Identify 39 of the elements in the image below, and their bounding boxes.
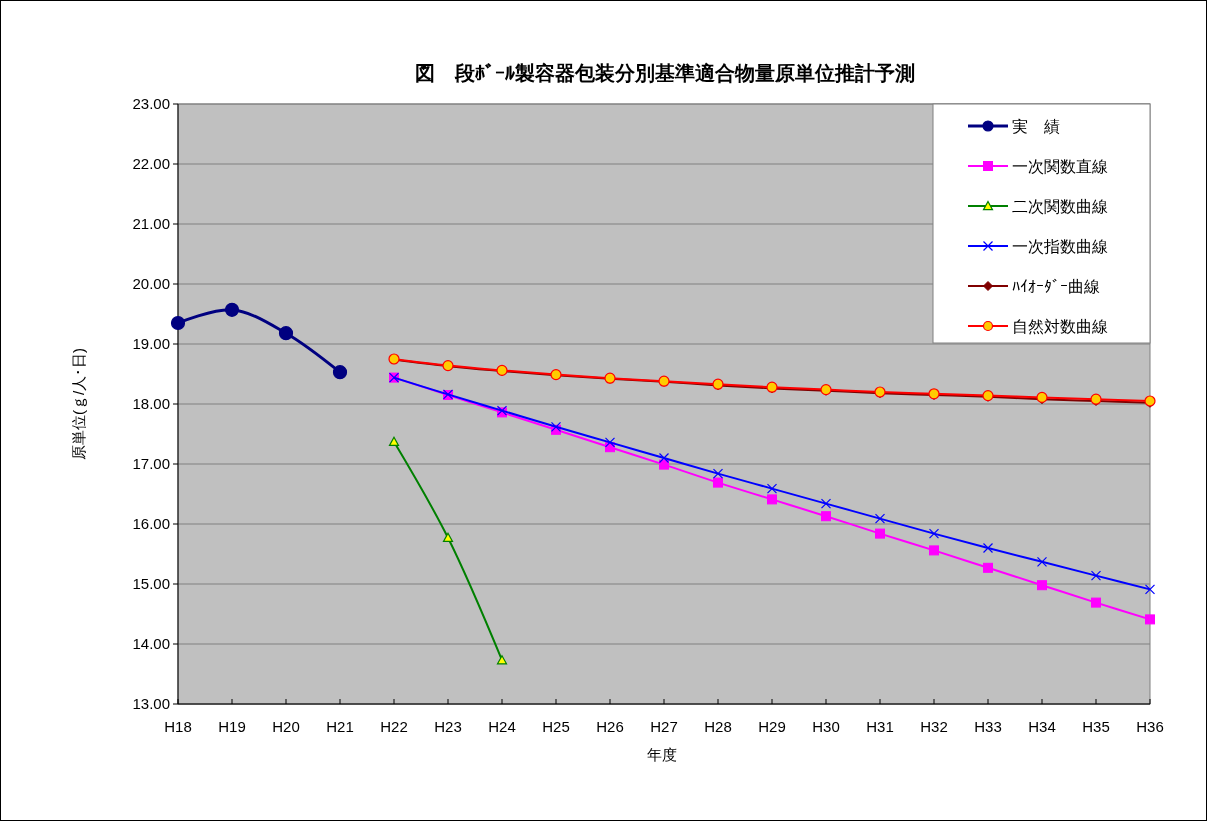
legend-label: 自然対数曲線 — [1012, 317, 1108, 335]
y-tick-label: 15.00 — [132, 575, 170, 593]
y-tick-label: 21.00 — [132, 215, 170, 233]
x-tick-label: H35 — [1082, 718, 1110, 735]
x-tick-label: H29 — [758, 718, 786, 735]
y-tick-label: 20.00 — [132, 275, 170, 293]
legend-label: 二次関数曲線 — [1012, 197, 1108, 215]
y-tick-label: 16.00 — [132, 515, 170, 533]
x-tick-label: H22 — [380, 718, 408, 735]
y-tick-label: 14.00 — [132, 635, 170, 653]
x-tick-label: H30 — [812, 718, 840, 735]
y-tick-label: 13.00 — [132, 695, 170, 713]
x-axis-title: 年度 — [647, 746, 677, 763]
x-tick-label: H19 — [218, 718, 246, 735]
y-axis-title: 原単位(ｇ/人･日) — [70, 347, 87, 461]
legend-label: 一次指数曲線 — [1012, 237, 1108, 255]
x-tick-label: H18 — [164, 718, 192, 735]
x-tick-label: H23 — [434, 718, 462, 735]
y-tick-label: 17.00 — [132, 455, 170, 473]
x-tick-label: H24 — [488, 718, 516, 735]
x-tick-label: H34 — [1028, 718, 1056, 735]
x-tick-label: H36 — [1136, 718, 1164, 735]
legend-label: ﾊｲｵｰﾀﾞｰ曲線 — [1012, 277, 1100, 295]
y-tick-label: 22.00 — [132, 155, 170, 173]
x-tick-label: H33 — [974, 718, 1002, 735]
y-tick-label: 23.00 — [132, 95, 170, 113]
x-tick-label: H28 — [704, 718, 732, 735]
x-tick-label: H20 — [272, 718, 300, 735]
x-tick-label: H27 — [650, 718, 678, 735]
y-tick-label: 18.00 — [132, 395, 170, 413]
legend-label: 実 績 — [1012, 117, 1060, 135]
x-tick-label: H25 — [542, 718, 570, 735]
x-tick-label: H32 — [920, 718, 948, 735]
chart-title: 図 段ﾎﾞｰﾙ製容器包装分別基準適合物量原単位推計予測 — [415, 62, 915, 84]
x-tick-label: H26 — [596, 718, 624, 735]
x-tick-label: H21 — [326, 718, 354, 735]
x-tick-label: H31 — [866, 718, 894, 735]
legend-label: 一次関数直線 — [1012, 157, 1108, 175]
y-tick-label: 19.00 — [132, 335, 170, 353]
